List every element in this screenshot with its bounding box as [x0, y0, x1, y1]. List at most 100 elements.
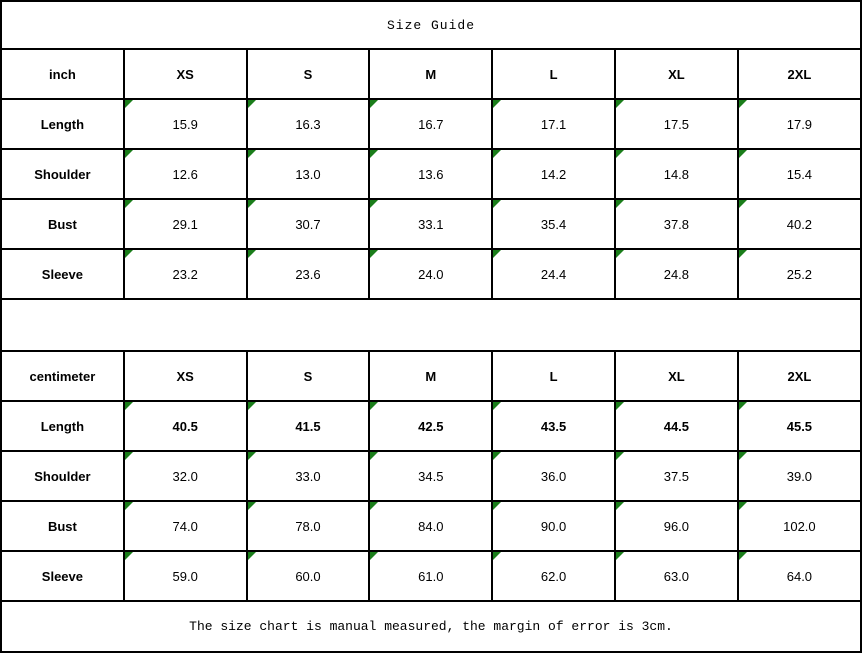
size-value: 39.0 — [786, 468, 813, 484]
size-value-cell: 16.7 — [368, 98, 494, 150]
size-col-header-l: L — [491, 350, 616, 402]
unit-header-centimeter: centimeter — [0, 350, 125, 402]
size-value: 15.9 — [172, 116, 198, 132]
inch-header-row: inch XS S M L XL 2XL — [0, 48, 862, 100]
comment-marker-icon — [125, 453, 133, 460]
size-value-cell: 61.0 — [368, 550, 494, 602]
row-label: Sleeve — [0, 248, 125, 300]
comment-marker-icon — [739, 553, 747, 560]
size-value: 43.5 — [540, 418, 567, 434]
size-value: 40.5 — [172, 418, 198, 434]
size-value-cell: 13.0 — [245, 148, 371, 200]
size-value: 63.0 — [663, 568, 690, 584]
comment-marker-icon — [739, 201, 747, 208]
size-value: 12.6 — [172, 166, 198, 182]
table-row-inch-bust: Bust 29.1 30.7 33.1 35.4 37.8 40.2 — [0, 198, 862, 250]
size-value-cell: 102.0 — [736, 500, 862, 552]
table-row-cm-bust: Bust 74.0 78.0 84.0 90.0 96.0 102.0 — [0, 500, 862, 552]
size-value-cell: 24.0 — [368, 248, 494, 300]
comment-marker-icon — [494, 101, 502, 108]
row-label: Shoulder — [0, 148, 125, 200]
size-value: 24.8 — [663, 266, 690, 282]
comment-marker-icon — [494, 251, 502, 258]
size-value-cell: 33.0 — [245, 450, 371, 502]
comment-marker-icon — [494, 453, 502, 460]
size-value-cell: 96.0 — [613, 500, 739, 552]
size-value-cell: 39.0 — [736, 450, 862, 502]
size-value-cell: 63.0 — [613, 550, 739, 602]
size-value: 44.5 — [663, 418, 690, 434]
comment-marker-icon — [739, 403, 747, 410]
size-value-cell: 90.0 — [491, 500, 616, 552]
size-value-cell: 37.8 — [613, 198, 739, 250]
size-value: 42.5 — [418, 418, 444, 434]
size-value-cell: 42.5 — [368, 400, 494, 452]
size-col-header-m: M — [368, 350, 494, 402]
comment-marker-icon — [248, 101, 256, 108]
unit-header-inch: inch — [0, 48, 125, 100]
size-value-cell: 59.0 — [122, 550, 248, 602]
size-value: 30.7 — [295, 216, 321, 232]
size-col-header-xl: XL — [613, 48, 739, 100]
size-value-cell: 15.4 — [736, 148, 862, 200]
size-col-header-xl: XL — [613, 350, 739, 402]
size-value: 35.4 — [540, 216, 567, 232]
empty-spacer — [0, 298, 862, 352]
size-value: 25.2 — [786, 266, 813, 282]
comment-marker-icon — [616, 553, 624, 560]
comment-marker-icon — [371, 403, 379, 410]
comment-marker-icon — [125, 251, 133, 258]
size-col-header-2xl: 2XL — [736, 48, 862, 100]
row-label: Length — [0, 98, 125, 150]
size-col-header-l: L — [491, 48, 616, 100]
size-value: 13.0 — [295, 166, 321, 182]
comment-marker-icon — [616, 101, 624, 108]
size-value: 61.0 — [418, 568, 444, 584]
comment-marker-icon — [616, 503, 624, 510]
size-value-cell: 17.5 — [613, 98, 739, 150]
size-value: 41.5 — [295, 418, 321, 434]
comment-marker-icon — [248, 251, 256, 258]
size-value: 14.8 — [663, 166, 690, 182]
size-value: 62.0 — [540, 568, 567, 584]
size-value-cell: 29.1 — [122, 198, 248, 250]
size-value: 23.2 — [172, 266, 198, 282]
size-value: 14.2 — [540, 166, 567, 182]
size-value: 78.0 — [295, 518, 321, 534]
size-value: 16.7 — [418, 116, 444, 132]
comment-marker-icon — [494, 151, 502, 158]
comment-marker-icon — [248, 403, 256, 410]
size-value: 45.5 — [786, 418, 813, 434]
comment-marker-icon — [248, 151, 256, 158]
size-value-cell: 41.5 — [245, 400, 371, 452]
size-value: 33.0 — [295, 468, 321, 484]
comment-marker-icon — [616, 403, 624, 410]
size-col-header-s: S — [245, 48, 371, 100]
size-value-cell: 30.7 — [245, 198, 371, 250]
size-value: 40.2 — [786, 216, 813, 232]
size-value-cell: 12.6 — [122, 148, 248, 200]
page-title: Size Guide — [0, 0, 862, 50]
size-value: 34.5 — [418, 468, 444, 484]
comment-marker-icon — [371, 503, 379, 510]
comment-marker-icon — [248, 201, 256, 208]
size-value: 32.0 — [172, 468, 198, 484]
footer-note: The size chart is manual measured, the m… — [0, 600, 862, 653]
size-value: 60.0 — [295, 568, 321, 584]
size-value: 59.0 — [172, 568, 198, 584]
section-gap-row — [0, 298, 862, 352]
size-value-cell: 32.0 — [122, 450, 248, 502]
comment-marker-icon — [739, 151, 747, 158]
comment-marker-icon — [739, 503, 747, 510]
size-value-cell: 44.5 — [613, 400, 739, 452]
size-value-cell: 23.2 — [122, 248, 248, 300]
comment-marker-icon — [371, 151, 379, 158]
comment-marker-icon — [494, 201, 502, 208]
row-label: Length — [0, 400, 125, 452]
size-value-cell: 78.0 — [245, 500, 371, 552]
size-value: 17.5 — [663, 116, 690, 132]
table-row-inch-shoulder: Shoulder 12.6 13.0 13.6 14.2 14.8 15.4 — [0, 148, 862, 200]
size-value-cell: 36.0 — [491, 450, 616, 502]
size-value: 84.0 — [418, 518, 444, 534]
